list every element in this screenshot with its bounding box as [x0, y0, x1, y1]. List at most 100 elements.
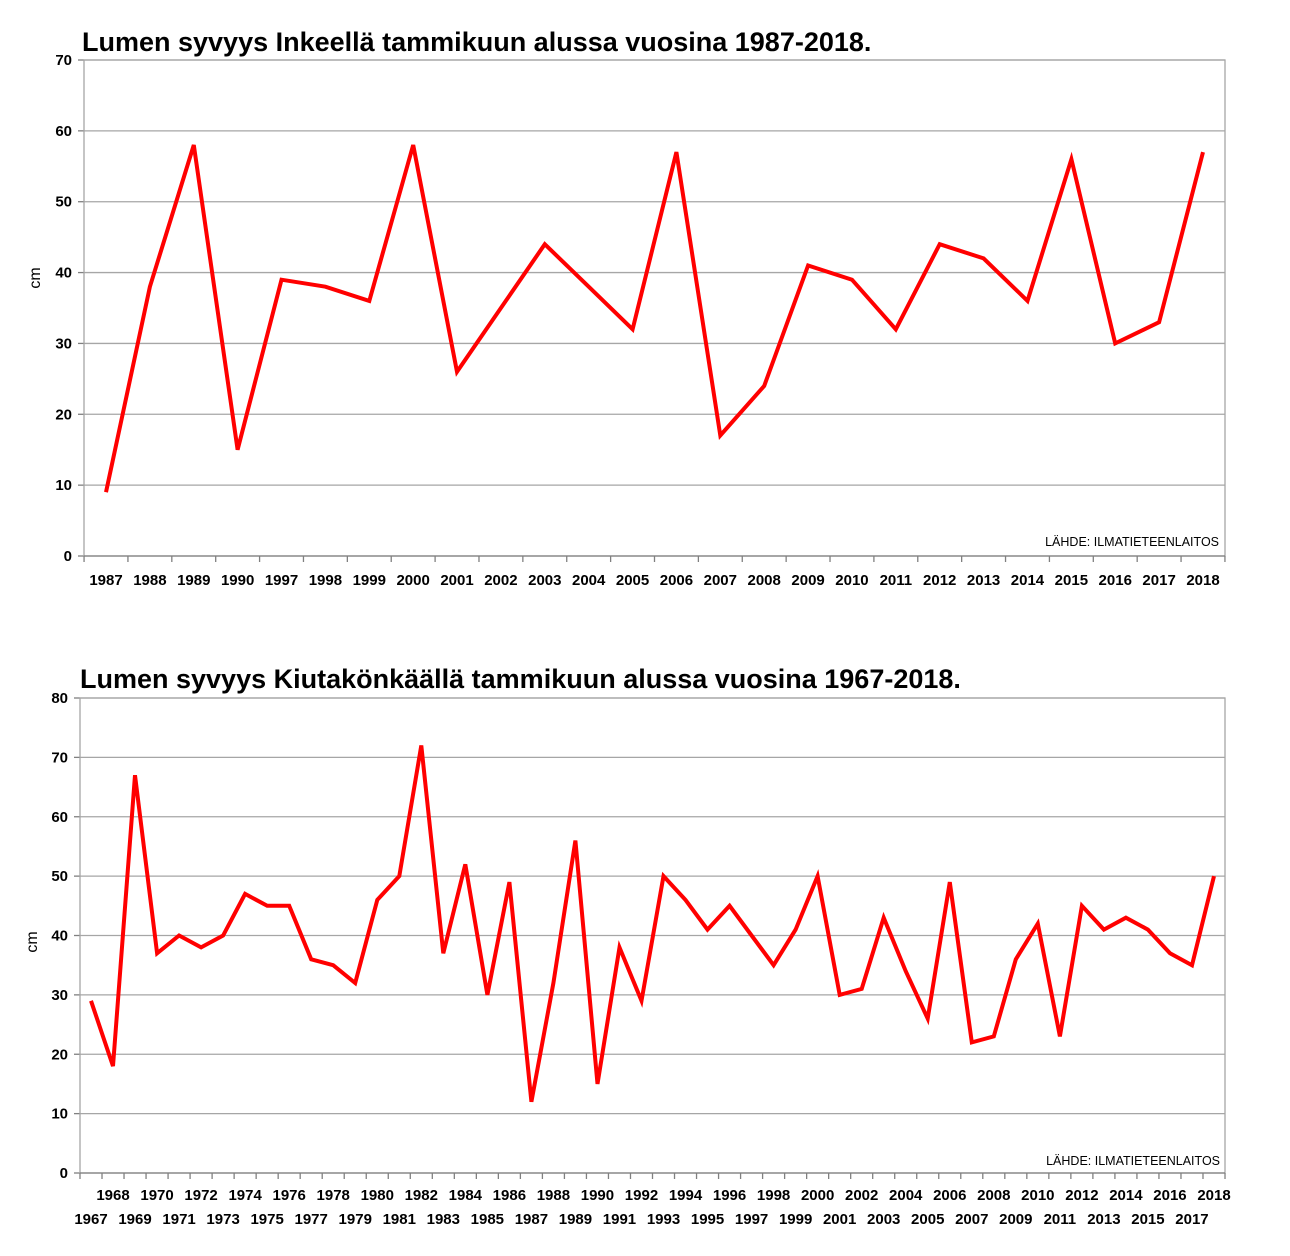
data-point-kiutakongas-1976: [289, 905, 290, 906]
data-point-kiutakongas-2010: [1037, 923, 1038, 924]
x-tick-label-inkee-1999: 1999: [353, 572, 386, 589]
x-tick-label-kiutakongas-2008: 2008: [977, 1187, 1010, 1204]
x-tick-label-kiutakongas-1972: 1972: [184, 1187, 217, 1204]
data-point-kiutakongas-1990: [597, 1083, 598, 1084]
x-tick-label-kiutakongas-2010: 2010: [1021, 1187, 1054, 1204]
y-tick-label-inkee-50: 50: [55, 194, 72, 211]
data-point-kiutakongas-1992: [641, 1000, 642, 1001]
y-tick-label-kiutakongas-50: 50: [51, 868, 68, 885]
x-tick-label-inkee-2004: 2004: [572, 572, 606, 589]
x-tick-label-kiutakongas-1991: 1991: [603, 1211, 636, 1228]
x-tick-label-kiutakongas-1990: 1990: [581, 1187, 614, 1204]
data-point-kiutakongas-2002: [861, 988, 862, 989]
data-point-kiutakongas-2016: [1169, 953, 1170, 954]
x-tick-label-inkee-2006: 2006: [660, 572, 693, 589]
data-point-kiutakongas-1975: [267, 905, 268, 906]
data-point-kiutakongas-1968: [113, 1066, 114, 1067]
y-tick-label-kiutakongas-20: 20: [51, 1046, 68, 1063]
data-point-kiutakongas-1967: [91, 1000, 92, 1001]
x-tick-label-kiutakongas-2016: 2016: [1153, 1187, 1186, 1204]
data-point-inkee-2012: [939, 244, 940, 245]
data-point-inkee-2005: [632, 329, 633, 330]
x-tick-label-inkee-2000: 2000: [396, 572, 429, 589]
series-line-inkee: [104, 144, 1205, 493]
x-tick-label-inkee-1988: 1988: [133, 572, 166, 589]
x-tick-label-kiutakongas-1977: 1977: [295, 1211, 328, 1228]
x-tick-label-inkee-2015: 2015: [1055, 572, 1088, 589]
data-point-kiutakongas-1970: [157, 953, 158, 954]
data-point-inkee-2006: [676, 152, 677, 153]
y-tick-label-kiutakongas-80: 80: [51, 690, 68, 707]
data-point-inkee-2002: [500, 308, 501, 309]
x-tick-label-inkee-2008: 2008: [748, 572, 781, 589]
x-tick-label-kiutakongas-2005: 2005: [911, 1211, 944, 1228]
data-point-kiutakongas-1989: [575, 840, 576, 841]
y-tick-label-inkee-0: 0: [64, 548, 72, 565]
data-point-kiutakongas-2012: [1081, 905, 1082, 906]
x-tick-label-kiutakongas-1994: 1994: [669, 1187, 703, 1204]
x-tick-label-inkee-1998: 1998: [309, 572, 342, 589]
x-tick-label-inkee-2010: 2010: [835, 572, 868, 589]
data-point-inkee-2016: [1115, 343, 1116, 344]
data-point-inkee-2011: [895, 329, 896, 330]
x-tick-label-inkee-2005: 2005: [616, 572, 649, 589]
data-point-kiutakongas-1971: [179, 935, 180, 936]
data-point-inkee-1998: [325, 286, 326, 287]
x-tick-label-inkee-2011: 2011: [880, 572, 913, 589]
data-point-kiutakongas-2017: [1191, 965, 1192, 966]
y-tick-label-kiutakongas-40: 40: [51, 928, 68, 945]
data-point-inkee-1987: [106, 492, 107, 493]
chart-title-inkee: Lumen syvyys Inkeellä tammikuun alussa v…: [82, 27, 871, 57]
x-tick-label-kiutakongas-2001: 2001: [823, 1211, 856, 1228]
y-axis-label-inkee: cm: [27, 267, 44, 288]
data-point-inkee-2009: [808, 265, 809, 266]
x-tick-label-kiutakongas-1975: 1975: [250, 1211, 283, 1228]
x-tick-label-kiutakongas-1970: 1970: [140, 1187, 173, 1204]
data-point-inkee-2017: [1159, 322, 1160, 323]
y-tick-label-kiutakongas-0: 0: [60, 1165, 68, 1182]
data-point-kiutakongas-1995: [707, 929, 708, 930]
data-point-kiutakongas-1988: [553, 983, 554, 984]
x-tick-label-kiutakongas-1973: 1973: [206, 1211, 239, 1228]
data-point-kiutakongas-1985: [487, 994, 488, 995]
data-point-kiutakongas-2000: [817, 876, 818, 877]
x-tick-label-kiutakongas-1998: 1998: [757, 1187, 790, 1204]
x-tick-label-kiutakongas-1974: 1974: [228, 1187, 262, 1204]
x-tick-label-kiutakongas-1979: 1979: [339, 1211, 372, 1228]
data-point-inkee-2003: [544, 244, 545, 245]
data-point-kiutakongas-1987: [531, 1101, 532, 1102]
x-tick-label-inkee-2018: 2018: [1186, 572, 1219, 589]
x-tick-label-kiutakongas-2002: 2002: [845, 1187, 878, 1204]
x-tick-label-kiutakongas-1988: 1988: [537, 1187, 570, 1204]
x-tick-label-inkee-2016: 2016: [1099, 572, 1132, 589]
x-tick-label-kiutakongas-1999: 1999: [779, 1211, 812, 1228]
y-tick-label-inkee-40: 40: [55, 265, 72, 282]
data-point-kiutakongas-2013: [1103, 929, 1104, 930]
data-point-inkee-2000: [413, 145, 414, 146]
x-tick-label-inkee-2007: 2007: [704, 572, 737, 589]
x-tick-label-kiutakongas-2009: 2009: [999, 1211, 1032, 1228]
x-tick-label-inkee-2002: 2002: [484, 572, 517, 589]
x-tick-label-kiutakongas-1967: 1967: [74, 1211, 107, 1228]
data-point-kiutakongas-1977: [311, 959, 312, 960]
x-tick-label-kiutakongas-2007: 2007: [955, 1211, 988, 1228]
chart-inkee: 0 10 20 30 40 50 60 70 1987 1988 1989 1990 1997 1998 1…: [27, 27, 1226, 589]
x-tick-label-kiutakongas-1995: 1995: [691, 1211, 724, 1228]
data-point-inkee-1999: [369, 300, 370, 301]
x-tick-label-kiutakongas-1993: 1993: [647, 1211, 680, 1228]
y-tick-label-inkee-60: 60: [55, 123, 72, 140]
x-tick-label-inkee-2009: 2009: [791, 572, 824, 589]
x-tick-label-kiutakongas-1982: 1982: [405, 1187, 438, 1204]
x-tick-label-kiutakongas-1978: 1978: [317, 1187, 350, 1204]
data-point-kiutakongas-2011: [1059, 1036, 1060, 1037]
data-point-inkee-2007: [720, 435, 721, 436]
data-point-kiutakongas-1994: [685, 899, 686, 900]
data-point-inkee-2018: [1203, 152, 1204, 153]
x-tick-label-inkee-1987: 1987: [89, 572, 122, 589]
data-point-inkee-2014: [1027, 300, 1028, 301]
data-point-kiutakongas-1981: [399, 876, 400, 877]
x-tick-label-kiutakongas-1984: 1984: [449, 1187, 483, 1204]
data-point-kiutakongas-1980: [377, 899, 378, 900]
x-tick-label-kiutakongas-2018: 2018: [1197, 1187, 1230, 1204]
x-tick-label-kiutakongas-1968: 1968: [96, 1187, 129, 1204]
